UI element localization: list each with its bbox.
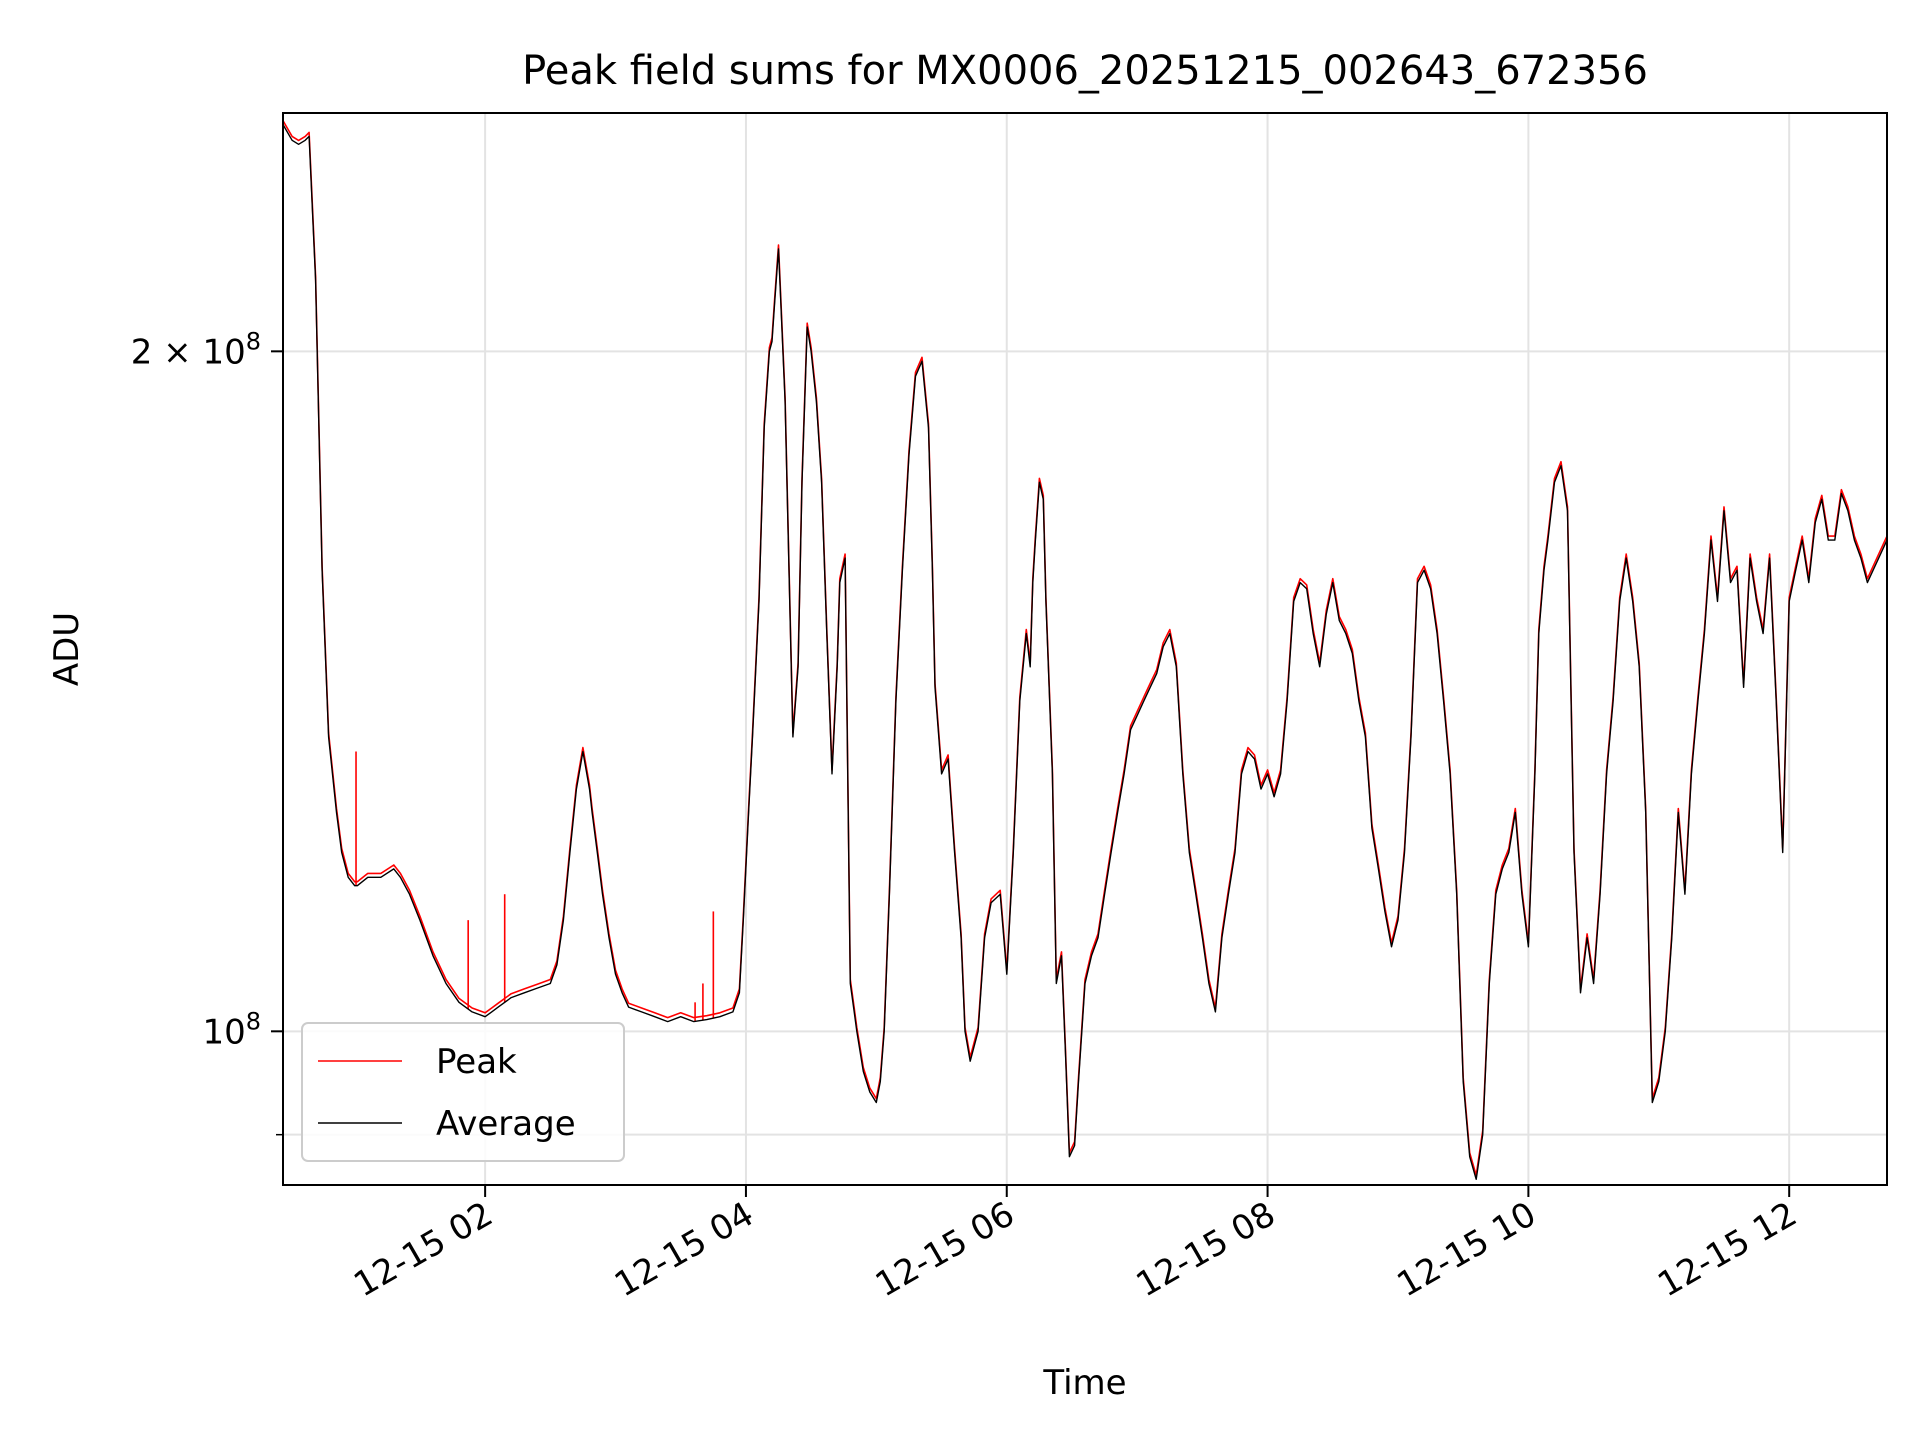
chart-title: Peak field sums for MX0006_20251215_0026… (522, 48, 1648, 94)
y-axis-ticks: 108 2 × 108 (131, 327, 283, 1136)
legend-label-average: Average (436, 1104, 576, 1144)
plot-frame (282, 112, 1888, 1186)
series-line-average (282, 124, 1888, 1181)
x-axis-label: Time (1042, 1363, 1126, 1403)
legend: Peak Average (301, 1022, 625, 1162)
y-tick-label: 2 × 108 (131, 327, 261, 372)
legend-box (301, 1022, 625, 1162)
plot-lines (282, 120, 1888, 1181)
y-axis-label: ADU (47, 612, 87, 686)
y-tick-label: 108 (202, 1007, 261, 1052)
legend-label-peak: Peak (436, 1042, 517, 1082)
series-spikes-peak (355, 751, 715, 1022)
